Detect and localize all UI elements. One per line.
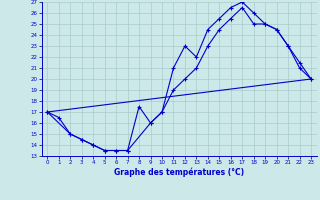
- X-axis label: Graphe des températures (°C): Graphe des températures (°C): [114, 168, 244, 177]
